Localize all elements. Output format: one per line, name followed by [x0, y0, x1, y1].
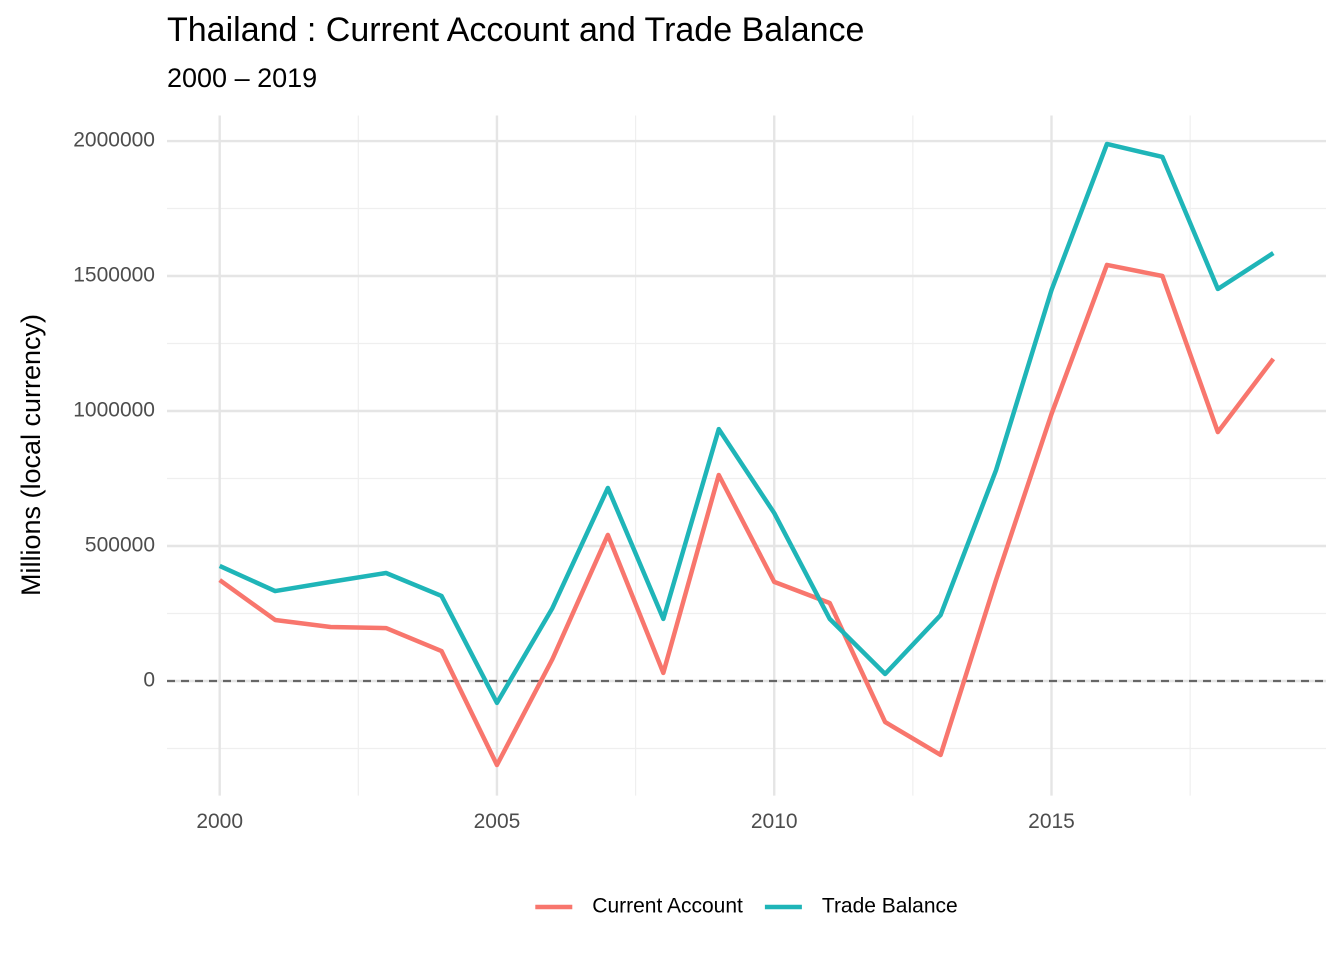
legend-label: Trade Balance: [822, 895, 958, 918]
x-tick-label: 2015: [1028, 810, 1075, 833]
y-tick-label: 500000: [85, 534, 155, 557]
chart-title: Thailand : Current Account and Trade Bal…: [167, 11, 864, 49]
y-tick-label: 2000000: [73, 129, 155, 152]
y-tick-label: 1500000: [73, 264, 155, 287]
series-line: [218, 262, 1276, 768]
x-tick-label: 2000: [196, 810, 243, 833]
y-axis-label: Millions (local currency): [16, 314, 46, 596]
x-tick-label: 2010: [751, 810, 798, 833]
series-line: [218, 141, 1275, 706]
legend-label: Current Account: [592, 895, 743, 918]
y-tick-label: 0: [143, 669, 155, 692]
y-tick-label: 1000000: [73, 399, 155, 422]
chart-subtitle: 2000 – 2019: [167, 63, 317, 93]
x-tick-label: 2005: [474, 810, 521, 833]
